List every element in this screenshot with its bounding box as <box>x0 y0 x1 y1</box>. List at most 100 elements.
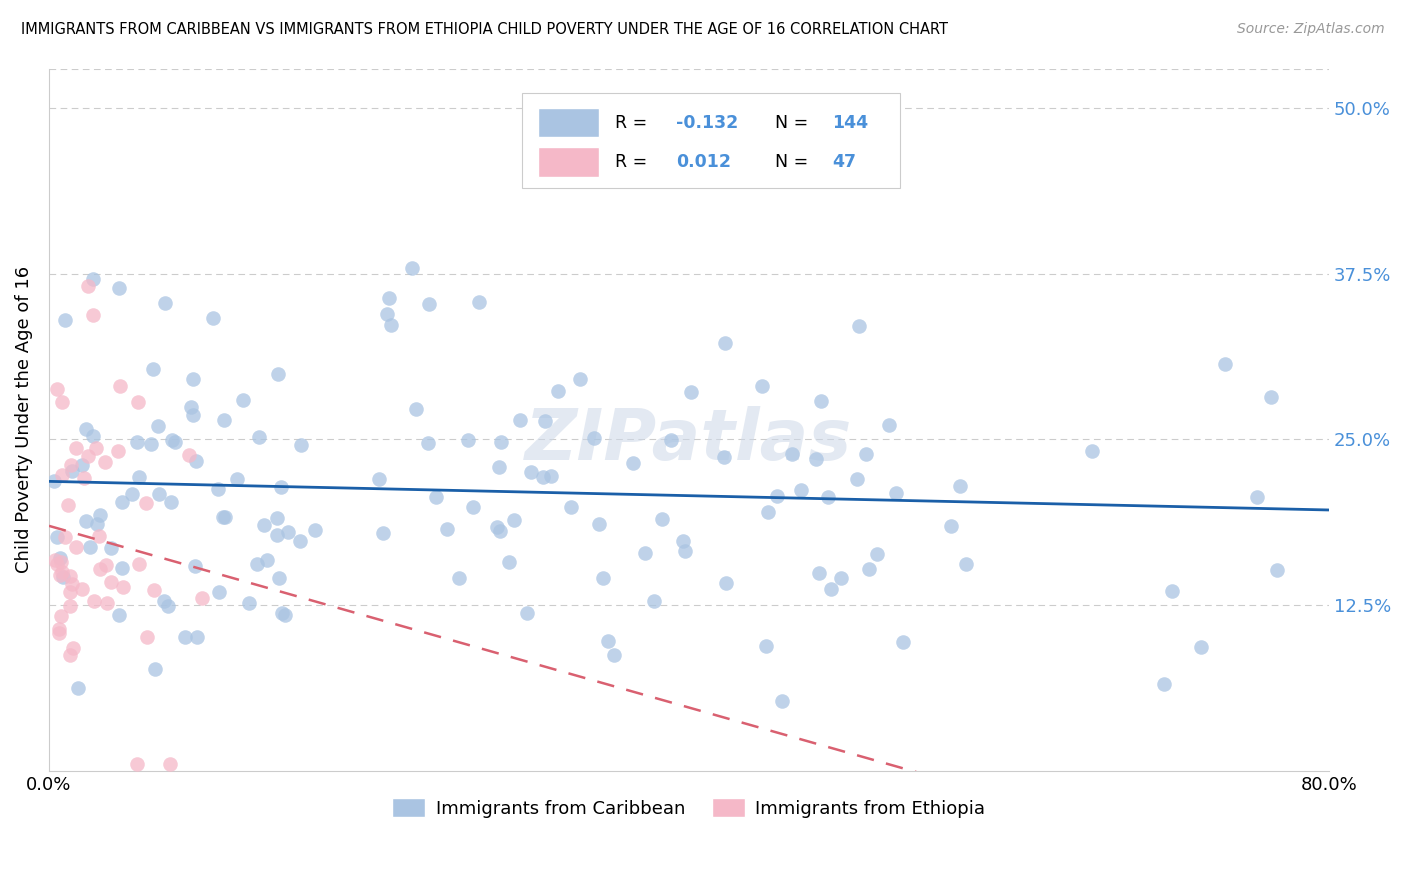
Point <box>44 552 66 566</box>
Point <box>1153 677 1175 691</box>
Point <box>780 447 803 461</box>
Point <box>60 577 83 591</box>
Point <box>181 408 204 422</box>
Point <box>845 472 868 486</box>
Point <box>820 582 842 596</box>
Point <box>181 371 204 385</box>
Point <box>449 571 471 585</box>
Point <box>547 384 569 398</box>
Point <box>84 442 107 456</box>
Point <box>70 582 93 596</box>
Point <box>156 599 179 614</box>
Point <box>128 557 150 571</box>
Point <box>153 593 176 607</box>
Text: N =: N = <box>775 153 813 171</box>
Point <box>108 379 131 393</box>
Point <box>89 562 111 576</box>
Point <box>498 555 520 569</box>
Point <box>634 546 657 560</box>
Point <box>191 591 214 605</box>
Point <box>53 530 76 544</box>
Point <box>214 510 236 524</box>
Point <box>1160 584 1182 599</box>
Point <box>1267 563 1289 577</box>
Point <box>531 470 554 484</box>
Point <box>848 319 870 334</box>
Point <box>125 757 148 772</box>
Point <box>59 648 82 662</box>
Point <box>789 483 811 498</box>
Point <box>108 607 131 622</box>
Point <box>247 430 270 444</box>
Bar <box>538 108 599 137</box>
Point <box>277 525 299 540</box>
Point <box>375 307 398 321</box>
Text: Source: ZipAtlas.com: Source: ZipAtlas.com <box>1237 22 1385 37</box>
Point <box>489 434 512 449</box>
Point <box>583 431 606 445</box>
Point <box>163 435 186 450</box>
Point <box>65 441 87 455</box>
Point <box>148 487 170 501</box>
Point <box>142 362 165 376</box>
Point <box>592 570 614 584</box>
Point <box>804 452 827 467</box>
Point <box>180 400 202 414</box>
Point <box>817 490 839 504</box>
Point <box>42 474 65 488</box>
Point <box>380 318 402 333</box>
Point <box>136 631 159 645</box>
Point <box>65 540 87 554</box>
Point <box>53 312 76 326</box>
Point <box>153 296 176 310</box>
Point <box>246 558 269 572</box>
Point <box>436 522 458 536</box>
Point <box>755 639 778 653</box>
Text: 0.012: 0.012 <box>676 153 731 171</box>
Point <box>855 447 877 461</box>
Point <box>75 422 97 436</box>
Point <box>1189 640 1212 654</box>
Point <box>79 540 101 554</box>
Point <box>751 379 773 393</box>
Point <box>45 557 67 571</box>
Point <box>51 467 73 482</box>
Point <box>52 570 75 584</box>
Point <box>173 630 195 644</box>
Point <box>72 458 94 472</box>
Point <box>602 648 624 662</box>
Point <box>125 434 148 449</box>
Point <box>858 562 880 576</box>
Point <box>290 438 312 452</box>
Point <box>274 608 297 623</box>
Point <box>82 429 104 443</box>
Point <box>425 490 447 504</box>
Point <box>128 470 150 484</box>
Point <box>75 514 97 528</box>
Point <box>186 630 208 644</box>
Point <box>208 585 231 599</box>
Point <box>463 500 485 514</box>
Point <box>49 608 72 623</box>
Point <box>651 512 673 526</box>
Point <box>766 488 789 502</box>
Point <box>83 594 105 608</box>
Point <box>681 384 703 399</box>
Point <box>127 395 149 409</box>
Point <box>560 500 582 515</box>
Point <box>87 529 110 543</box>
Point <box>256 553 278 567</box>
Point <box>59 585 82 599</box>
Point <box>643 594 665 608</box>
Point <box>879 417 901 432</box>
Point <box>94 558 117 572</box>
Bar <box>538 147 599 177</box>
Point <box>949 479 972 493</box>
Point <box>378 292 401 306</box>
Point <box>1260 391 1282 405</box>
Point <box>807 566 830 580</box>
Point <box>270 480 292 494</box>
Point <box>672 534 695 549</box>
Point <box>107 443 129 458</box>
Point <box>184 454 207 468</box>
